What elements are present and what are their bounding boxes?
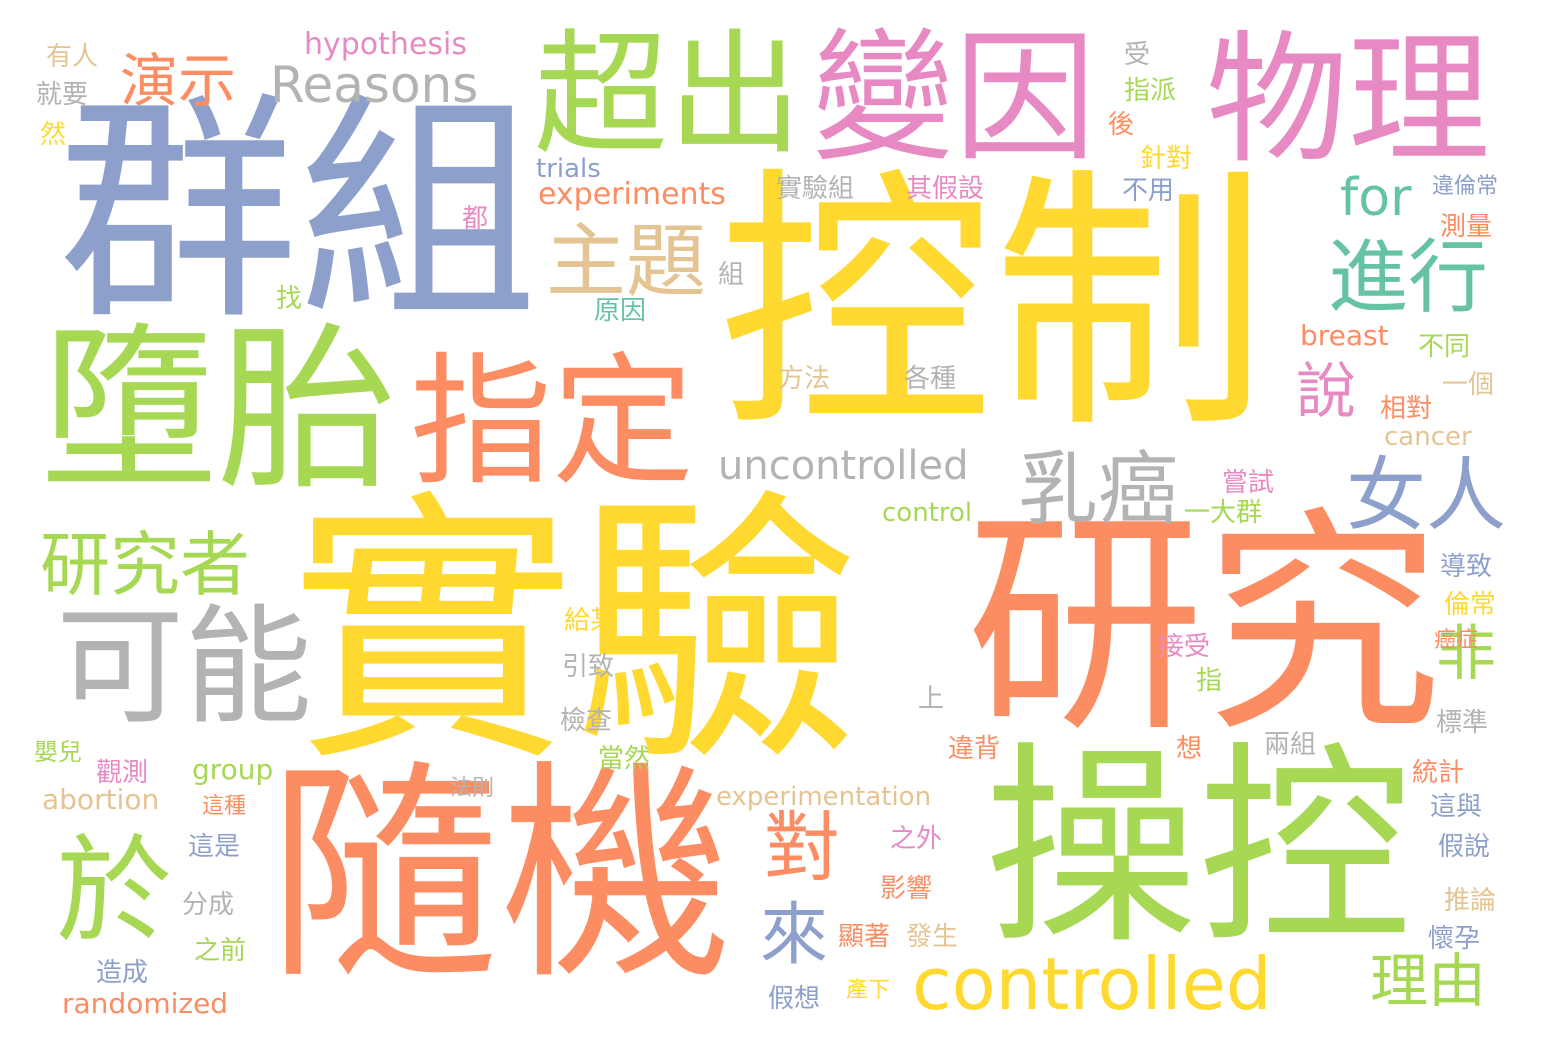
word-yu: 於: [56, 824, 172, 959]
word-ran: 然: [40, 120, 67, 150]
word-hypothesis: hypothesis: [304, 27, 467, 62]
word-zhendui: 針對: [1140, 144, 1193, 174]
word-bianyin: 變因: [812, 16, 1096, 181]
word-gezhong: 各種: [904, 364, 957, 394]
word-controlled: controlled: [912, 942, 1272, 1026]
word-zaocheng: 造成: [96, 958, 149, 988]
word-lai: 來: [760, 896, 829, 975]
word-xianzhu: 顯著: [838, 922, 891, 952]
word-zhezhong: 這種: [202, 794, 247, 819]
word-yanjiuzhe: 研究者: [40, 524, 250, 606]
word-abortion: abortion: [42, 783, 160, 816]
word-randomized: randomized: [62, 987, 229, 1020]
word-fangfa: 方法: [778, 364, 831, 394]
word-cancer: cancer: [1384, 422, 1472, 452]
word-ruai: 乳癌: [1018, 443, 1178, 536]
word-shiyan: 實驗: [290, 468, 860, 800]
word-daozhi: 導致: [1440, 552, 1493, 582]
word-huaiyun: 懷孕: [1428, 924, 1481, 954]
word-caokong: 操控: [984, 724, 1412, 973]
word-guance: 觀測: [96, 758, 149, 788]
word-weibei: 違背: [948, 734, 1001, 764]
word-yuanyin: 原因: [594, 296, 647, 326]
word-experiments: experiments: [538, 177, 726, 212]
word-fencheng: 分成: [182, 890, 235, 920]
word-kongzhi: 控制: [718, 145, 1268, 465]
word-dangran: 當然: [598, 744, 651, 774]
word-control: control: [882, 498, 973, 528]
word-xiangdui: 相對: [1380, 394, 1433, 424]
word-fei: 非: [1436, 619, 1496, 689]
word-zheyu: 這與: [1430, 792, 1483, 822]
word-trials: trials: [536, 154, 601, 184]
word-xiang: 想: [1176, 734, 1203, 764]
word-yinger: 嬰兒: [34, 738, 82, 766]
word-shou: 受: [1124, 40, 1151, 70]
word-nuren: 女人: [1346, 449, 1506, 542]
word-shiyanzu: 實驗組: [776, 174, 855, 204]
word-wuli: 物理: [1206, 18, 1490, 183]
word-duotai: 墮胎: [40, 307, 396, 514]
word-zhi: 指: [1196, 666, 1223, 696]
word-aizheng: 癌症: [1434, 628, 1479, 653]
word-reasons: Reasons: [270, 56, 479, 114]
word-zhipai: 指派: [1124, 76, 1177, 106]
word-breast: breast: [1300, 319, 1389, 352]
word-buyong: 不用: [1122, 176, 1175, 206]
word-shuo: 說: [1296, 357, 1356, 427]
word-yanshi: 演示: [120, 47, 237, 115]
word-jinxing: 進行: [1328, 231, 1488, 324]
word-liyou: 理由: [1370, 947, 1487, 1015]
word-hou: 後: [1108, 110, 1135, 140]
word-butong: 不同: [1418, 332, 1471, 362]
word-group: group: [192, 753, 274, 786]
word-zhiwai: 之外: [890, 824, 943, 854]
word-shang: 上: [918, 684, 945, 714]
word-zu: 組: [718, 260, 745, 290]
word-qunzu: 群組: [58, 72, 539, 352]
word-jiashuo: 假說: [1438, 832, 1491, 862]
word-zheshi: 這是: [188, 832, 241, 862]
word-fasheng: 發生: [906, 922, 959, 952]
word-chanxia: 產下: [846, 978, 891, 1003]
word-geimou: 給某: [564, 606, 617, 636]
word-jieshou: 接受: [1158, 632, 1211, 662]
word-yige: 一個: [1442, 370, 1495, 400]
word-liangzu: 兩組: [1264, 730, 1317, 760]
word-celiang: 測量: [1440, 212, 1493, 242]
word-dui: 對: [764, 803, 840, 892]
word-suiji: 隨機: [268, 741, 733, 1011]
word-tongji: 統計: [1412, 758, 1465, 788]
word-faze: 法則: [450, 776, 495, 801]
word-for: for: [1340, 168, 1412, 228]
word-biaozhun: 標準: [1436, 708, 1489, 738]
word-experimentation: experimentation: [716, 782, 932, 812]
word-lunchang: 倫常: [1444, 590, 1497, 620]
word-uncontrolled: uncontrolled: [718, 443, 969, 489]
word-youren: 有人: [46, 42, 99, 72]
word-jiaxiang: 假想: [768, 984, 821, 1014]
word-dou: 都: [462, 204, 489, 234]
word-chaochu: 超出: [534, 17, 803, 173]
word-zhao: 找: [276, 284, 303, 314]
word-jiancha: 檢查: [560, 706, 613, 736]
word-keneng: 可能: [56, 593, 313, 742]
word-yinzhi: 引致: [562, 652, 615, 682]
word-jiuyao: 就要: [36, 80, 89, 110]
word-yanjiu: 研究: [966, 488, 1442, 765]
word-changshi: 嘗試: [1222, 468, 1275, 498]
word-zhuti: 主題: [546, 215, 706, 308]
word-tuilun: 推論: [1444, 886, 1497, 916]
word-zhiqian: 之前: [194, 936, 247, 966]
word-yidaqun: 一大群: [1184, 498, 1263, 528]
word-qijiashe: 其假設: [906, 174, 985, 204]
word-yingxiang: 影響: [880, 874, 933, 904]
word-weilunchang: 違倫常: [1432, 174, 1499, 199]
word-zhiding: 指定: [410, 340, 694, 505]
